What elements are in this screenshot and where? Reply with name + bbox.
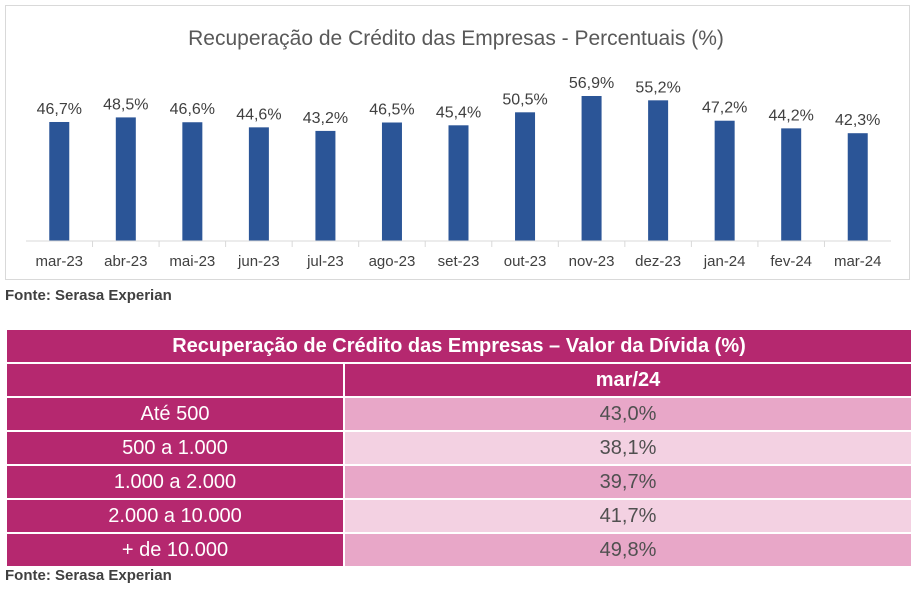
- x-tick-label-jan-24: jan-24: [703, 253, 746, 270]
- bar-chart: Recuperação de Crédito das Empresas - Pe…: [26, 27, 891, 270]
- row-label: 2.000 a 10.000: [5, 498, 345, 534]
- bar-set-23: [448, 125, 469, 241]
- bar-mai-23: [182, 122, 203, 241]
- row-label: 1.000 a 2.000: [5, 464, 345, 500]
- bar-jun-23: [248, 127, 269, 241]
- bar-dez-23: [648, 100, 669, 241]
- bar-chart-panel: Recuperação de Crédito das Empresas - Pe…: [5, 5, 910, 280]
- bar-out-23: [515, 112, 536, 241]
- bar-fev-24: [781, 128, 802, 241]
- table-title: Recuperação de Crédito das Empresas – Va…: [4, 328, 914, 364]
- data-label-mai-23: 46,6%: [170, 101, 215, 118]
- row-value: 39,7%: [342, 464, 914, 500]
- table-header-row: mar/24: [5, 362, 914, 398]
- data-label-mar-23: 46,7%: [37, 101, 82, 118]
- row-label: 500 a 1.000: [5, 430, 345, 466]
- row-value: 38,1%: [342, 430, 914, 466]
- table-period-header: mar/24: [342, 362, 914, 398]
- data-label-ago-23: 46,5%: [369, 102, 414, 119]
- x-tick-label-mai-23: mai-23: [169, 253, 215, 270]
- table-row: 2.000 a 10.000 41,7%: [5, 498, 914, 534]
- x-tick-label-abr-23: abr-23: [104, 253, 147, 270]
- row-value: 49,8%: [342, 532, 914, 568]
- row-value: 41,7%: [342, 498, 914, 534]
- x-tick-label-jun-23: jun-23: [237, 253, 280, 270]
- table-header-blank: [5, 362, 345, 398]
- x-tick-label-fev-24: fev-24: [770, 253, 812, 270]
- data-label-jul-23: 43,2%: [303, 110, 348, 127]
- data-label-set-23: 45,4%: [436, 104, 481, 121]
- bar-ago-23: [381, 122, 402, 241]
- data-label-fev-24: 44,2%: [769, 107, 814, 124]
- x-tick-label-ago-23: ago-23: [369, 253, 416, 270]
- table-row: 500 a 1.000 38,1%: [5, 430, 914, 466]
- data-label-jun-23: 44,6%: [236, 106, 281, 123]
- data-label-out-23: 50,5%: [502, 91, 547, 108]
- data-label-dez-23: 55,2%: [635, 79, 680, 96]
- x-tick-label-dez-23: dez-23: [635, 253, 681, 270]
- chart-title: Recuperação de Crédito das Empresas - Pe…: [188, 27, 724, 50]
- bar-mar-23: [49, 121, 70, 241]
- x-tick-label-jul-23: jul-23: [306, 253, 344, 270]
- row-label: Até 500: [5, 396, 345, 432]
- table-row: Até 500 43,0%: [5, 396, 914, 432]
- x-tick-label-mar-23: mar-23: [36, 253, 84, 270]
- x-tick-label-mar-24: mar-24: [834, 253, 882, 270]
- row-value: 43,0%: [342, 396, 914, 432]
- bar-nov-23: [581, 95, 602, 242]
- data-label-mar-24: 42,3%: [835, 112, 880, 129]
- table-title-row: Recuperação de Crédito das Empresas – Va…: [4, 328, 914, 364]
- x-tick-label-out-23: out-23: [504, 253, 547, 270]
- x-axis-ticks: mar-23 abr-23 mai-23 jun-23 jul-23 ago-23 set-…: [36, 241, 882, 270]
- row-label: + de 10.000: [5, 532, 345, 568]
- x-tick-label-set-23: set-23: [438, 253, 480, 270]
- table-row: 1.000 a 2.000 39,7%: [5, 464, 914, 500]
- bar-mar-24: [847, 133, 868, 241]
- data-label-nov-23: 56,9%: [569, 75, 614, 92]
- chart-source-note: Fonte: Serasa Experian: [5, 287, 172, 304]
- bar-jul-23: [315, 130, 336, 241]
- data-label-abr-23: 48,5%: [103, 96, 148, 113]
- data-label-jan-24: 47,2%: [702, 100, 747, 117]
- bar-jan-24: [714, 120, 735, 241]
- bars-group: 46,7% 48,5% 46,6% 44,6% 43,2% 46,5% 45,4% 50,5%…: [37, 75, 880, 242]
- bar-abr-23: [115, 117, 136, 241]
- table-source-note: Fonte: Serasa Experian: [5, 567, 172, 584]
- debt-value-table: Recuperação de Crédito das Empresas – Va…: [4, 328, 914, 568]
- table-row: + de 10.000 49,8%: [5, 532, 914, 568]
- x-tick-label-nov-23: nov-23: [569, 253, 615, 270]
